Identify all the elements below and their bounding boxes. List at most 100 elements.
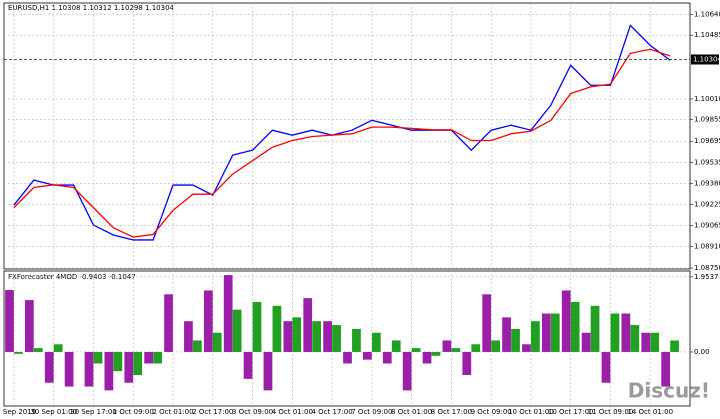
price-line (13, 24, 671, 241)
histogram-bar (442, 340, 452, 352)
y-tick-label: 1.09695 (694, 137, 720, 145)
histogram-bar (144, 351, 154, 364)
histogram-bar (113, 351, 123, 372)
x-tick-label: 4 Oct 01:00 (272, 408, 313, 416)
y-tick-label: 1.09065 (694, 222, 720, 230)
x-tick-label: 1 Oct 09:00 (113, 408, 154, 416)
histogram-bar (541, 313, 551, 352)
indicator-title: FXForecaster 4MOD -0.9403 -0.1047 (8, 273, 136, 281)
histogram-bar (252, 301, 262, 352)
y-tick-label: 0.00 (694, 348, 710, 356)
histogram-bar (491, 340, 501, 352)
histogram-bar (64, 351, 74, 387)
histogram-bar (24, 300, 34, 352)
x-tick-label: 30 Sep 01:00 (30, 408, 77, 416)
histogram-bar (382, 351, 392, 364)
histogram-bar (402, 351, 412, 391)
histogram-bar (610, 313, 620, 352)
sub-frame (3, 270, 691, 407)
main-frame (3, 2, 691, 270)
histogram-bar (292, 317, 302, 352)
histogram-bar (363, 351, 372, 360)
histogram-bar (124, 351, 134, 383)
histogram-bar (462, 351, 472, 376)
y-tick-label: 1.08750 (694, 264, 720, 272)
histogram-bar (451, 348, 461, 352)
histogram-bar (104, 351, 114, 391)
histogram-bar (482, 294, 492, 352)
histogram-bar (243, 351, 253, 379)
x-tick-label: 8 Oct 17:00 (431, 408, 472, 416)
histogram-bar (343, 351, 352, 364)
histogram-bar (133, 351, 143, 376)
chart-title: EURUSD,H1 1.10308 1.10312 1.10298 1.1030… (8, 4, 175, 12)
x-tick-label: 9 Oct 09:00 (471, 408, 512, 416)
x-tick-label: 11 Oct 09:00 (588, 408, 634, 416)
histogram-bar (570, 301, 580, 352)
x-tick-label: 4 Oct 17:00 (311, 408, 352, 416)
x-tick-label: 8 Oct 01:00 (391, 408, 432, 416)
x-tick-label: 10 Oct 17:00 (548, 408, 594, 416)
histogram-bar (212, 332, 222, 352)
histogram-bar (44, 351, 54, 383)
histogram-bar (53, 344, 63, 352)
histogram-bar (303, 298, 313, 352)
histogram-bar (272, 305, 282, 352)
histogram-bar (371, 332, 381, 352)
histogram-bar (601, 351, 611, 383)
histogram-bar (263, 351, 273, 391)
current-price-label: 1.10304 (693, 55, 720, 63)
histogram-bar (232, 309, 242, 352)
histogram-bar (5, 290, 14, 352)
histogram-bar (391, 340, 401, 352)
histogram-bar (223, 275, 233, 352)
y-tick-label: 1.09855 (694, 116, 720, 124)
histogram-bar (471, 344, 481, 352)
histogram-bar (153, 351, 162, 364)
y-tick-label: 1.10485 (694, 31, 720, 39)
histogram-bar (550, 313, 560, 352)
x-tick-label: 10 Oct 01:00 (508, 408, 554, 416)
histogram-bar (184, 321, 193, 352)
histogram-bar (203, 290, 213, 352)
histogram-bar (650, 332, 660, 352)
x-tick-label: 7 Oct 09:00 (351, 408, 392, 416)
y-tick-label: 1.10640 (694, 10, 720, 18)
watermark: Discuz! (628, 379, 710, 403)
histogram-bar (332, 325, 341, 352)
histogram-bar (312, 321, 322, 352)
histogram-bar (670, 340, 679, 352)
y-tick-label: 1.09535 (694, 159, 720, 167)
histogram-bar (164, 294, 173, 352)
current-price-box (691, 54, 719, 65)
x-tick-label: 14 Oct 01:00 (627, 408, 673, 416)
histogram-bar (502, 317, 511, 352)
x-tick-label: 2 Oct 01:00 (152, 408, 193, 416)
x-tick-label: 3 Oct 09:00 (232, 408, 273, 416)
histogram-bar (561, 290, 571, 352)
histogram-bar (323, 321, 332, 352)
x-tick-label: 27 Sep 2019 (0, 408, 36, 416)
histogram-bar (14, 351, 23, 354)
x-tick-label: 2 Oct 17:00 (192, 408, 233, 416)
histogram-bar (522, 344, 531, 352)
histogram-bar (621, 313, 631, 352)
y-tick-label: 1.9537 (694, 273, 719, 281)
histogram-bar (84, 351, 94, 387)
histogram-bar (422, 351, 432, 364)
y-tick-label: 1.09225 (694, 200, 720, 208)
price-line (13, 48, 671, 238)
histogram-bar (411, 348, 421, 352)
histogram-bar (93, 351, 103, 364)
histogram-bar (283, 321, 293, 352)
histogram-bar (33, 348, 43, 352)
histogram-bar (641, 332, 651, 352)
histogram-bar (590, 305, 600, 352)
y-tick-label: 1.10010 (694, 95, 720, 103)
y-tick-label: 1.08910 (694, 243, 720, 251)
histogram-bar (511, 328, 520, 352)
y-tick-label: 1.09380 (694, 179, 720, 187)
histogram-bar (352, 328, 361, 352)
histogram-bar (630, 325, 640, 352)
